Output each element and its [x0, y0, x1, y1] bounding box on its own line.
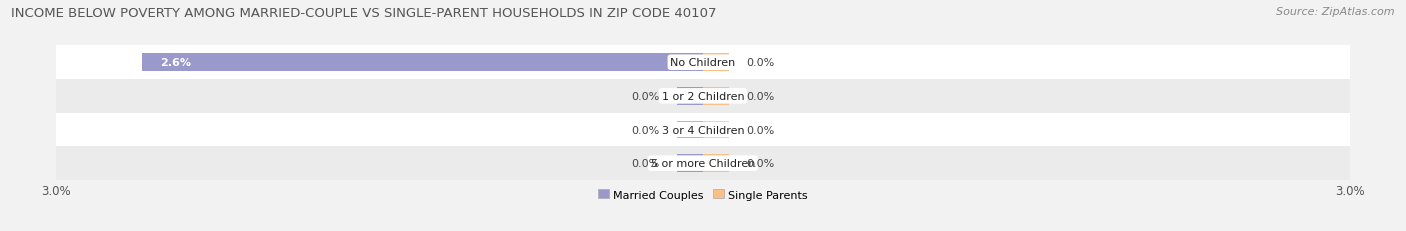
- Text: No Children: No Children: [671, 58, 735, 68]
- Text: 0.0%: 0.0%: [631, 91, 659, 101]
- Text: 0.0%: 0.0%: [747, 158, 775, 168]
- Bar: [703, 54, 728, 72]
- Text: 0.0%: 0.0%: [631, 158, 659, 168]
- Bar: [703, 121, 728, 139]
- Text: INCOME BELOW POVERTY AMONG MARRIED-COUPLE VS SINGLE-PARENT HOUSEHOLDS IN ZIP COD: INCOME BELOW POVERTY AMONG MARRIED-COUPL…: [11, 7, 717, 20]
- Bar: [56, 113, 1350, 147]
- Bar: [678, 155, 703, 172]
- Text: 1 or 2 Children: 1 or 2 Children: [662, 91, 744, 101]
- Text: 2.6%: 2.6%: [160, 58, 191, 68]
- Bar: [678, 88, 703, 105]
- Text: 0.0%: 0.0%: [747, 91, 775, 101]
- Text: 5 or more Children: 5 or more Children: [651, 158, 755, 168]
- Bar: [703, 88, 728, 105]
- Text: 0.0%: 0.0%: [747, 58, 775, 68]
- Bar: [56, 46, 1350, 80]
- Bar: [703, 155, 728, 172]
- Text: 0.0%: 0.0%: [631, 125, 659, 135]
- Bar: [678, 121, 703, 139]
- Bar: [56, 80, 1350, 113]
- Legend: Married Couples, Single Parents: Married Couples, Single Parents: [593, 185, 813, 204]
- Text: 3 or 4 Children: 3 or 4 Children: [662, 125, 744, 135]
- Text: Source: ZipAtlas.com: Source: ZipAtlas.com: [1277, 7, 1395, 17]
- Bar: [142, 54, 703, 72]
- Text: 0.0%: 0.0%: [747, 125, 775, 135]
- Bar: [56, 147, 1350, 180]
